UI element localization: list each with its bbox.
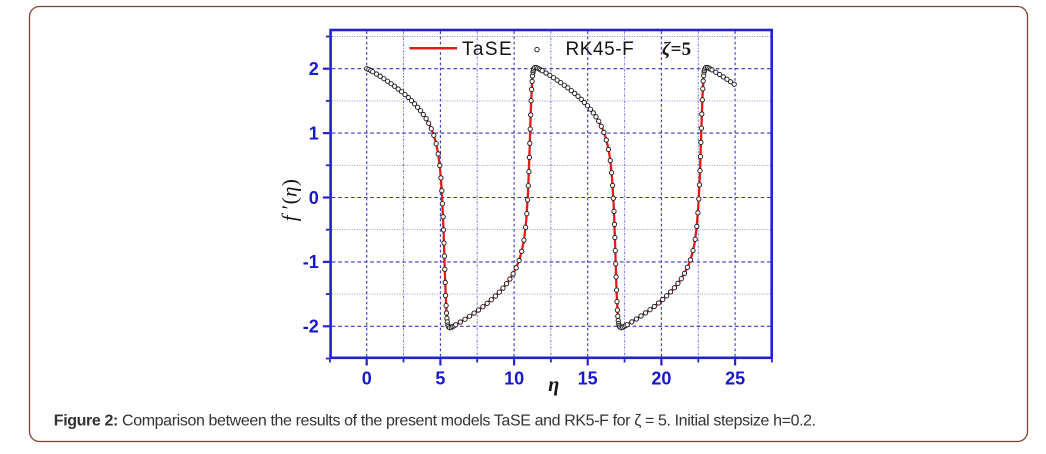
- svg-text:0: 0: [309, 188, 319, 208]
- svg-text:ζ=5: ζ=5: [662, 39, 691, 60]
- svg-text:20: 20: [651, 369, 671, 389]
- svg-text:10: 10: [504, 369, 524, 389]
- svg-text:15: 15: [578, 369, 598, 389]
- svg-text:25: 25: [725, 369, 745, 389]
- svg-text:Figure 2: Comparison between t: Figure 2: Comparison between the results…: [54, 413, 816, 430]
- svg-text:TaSE: TaSE: [462, 39, 513, 60]
- svg-text:-2: -2: [303, 317, 319, 337]
- svg-text:2: 2: [309, 59, 319, 79]
- svg-text:1: 1: [309, 123, 319, 143]
- svg-text:f ′(η): f ′(η): [278, 179, 302, 222]
- svg-text:0: 0: [362, 369, 372, 389]
- svg-text:5: 5: [435, 369, 445, 389]
- svg-text:-1: -1: [303, 252, 319, 272]
- svg-text:η: η: [548, 374, 559, 396]
- svg-text:RK45-F: RK45-F: [566, 39, 635, 60]
